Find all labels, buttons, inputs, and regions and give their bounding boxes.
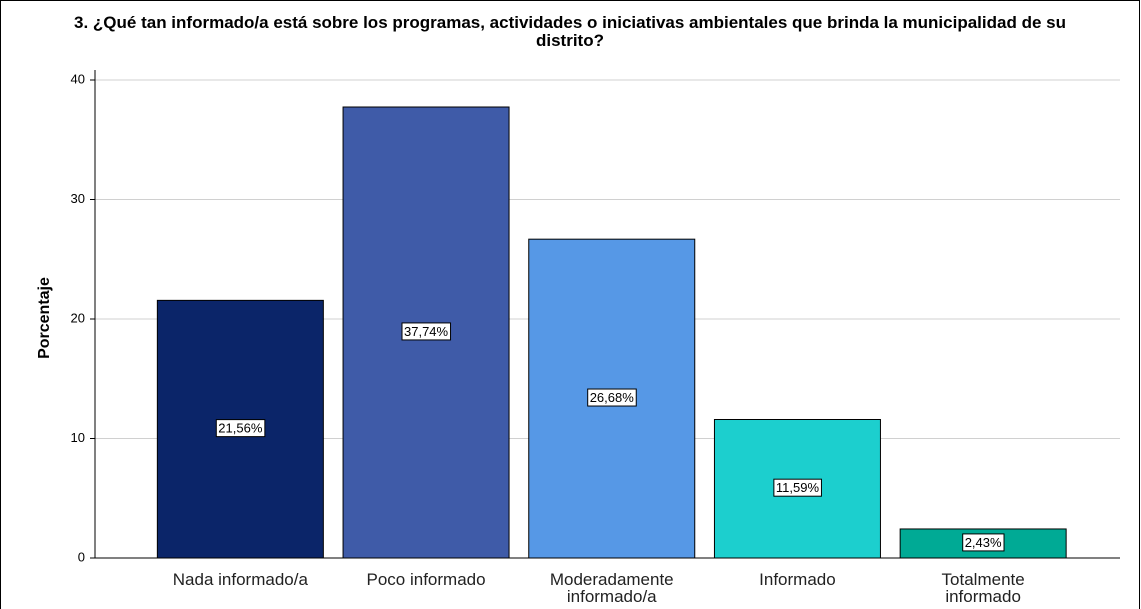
value-label: 21,56% (218, 421, 263, 436)
value-label: 26,68% (590, 390, 635, 405)
value-label-box (587, 388, 637, 407)
y-tick-label: 30 (71, 191, 85, 206)
value-label-box (401, 322, 452, 341)
x-tick-label: Moderadamente informado/a (549, 570, 674, 606)
value-label-box (962, 533, 1005, 552)
x-tick-label: Totalmente informado (941, 570, 1025, 606)
x-tick-label: Nada informado/a (172, 570, 308, 589)
chart-title: 3. ¿Qué tan informado/a está sobre los p… (74, 13, 1066, 50)
value-label: 37,74% (404, 324, 449, 339)
y-tick-label: 0 (78, 549, 85, 564)
value-label: 2,43% (965, 535, 1002, 550)
y-axis-label: Porcentaje (36, 277, 53, 359)
value-label: 11,59% (776, 480, 820, 495)
value-label-box (215, 419, 266, 438)
y-tick-label: 20 (71, 310, 85, 325)
value-label-box (773, 478, 822, 497)
x-tick-label: Poco informado (366, 570, 486, 589)
y-tick-label: 10 (71, 430, 85, 445)
y-tick-label: 40 (71, 71, 85, 86)
x-tick-label: Informado (759, 570, 836, 589)
